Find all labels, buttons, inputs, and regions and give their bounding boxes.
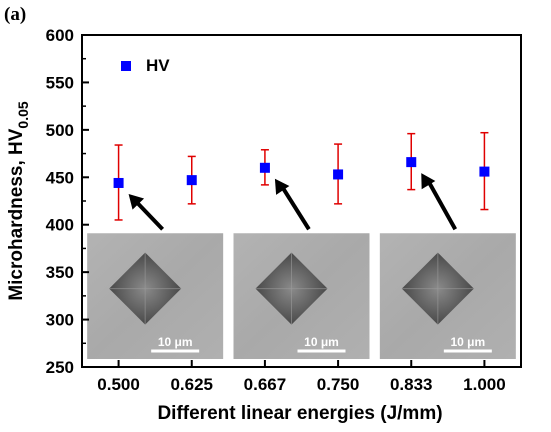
data-point	[113, 177, 124, 188]
data-point	[186, 175, 197, 186]
y-axis-ticks: 250 300 350 400 450 500 550 600	[46, 26, 89, 377]
x-tick-label: 0.625	[170, 375, 213, 394]
panel-label: (a)	[4, 4, 26, 25]
scale-bar	[443, 349, 492, 353]
legend-label: HV	[146, 56, 170, 75]
y-axis-label-subscript: 0.05	[15, 101, 31, 128]
arrow-head	[274, 178, 290, 195]
arrow-shaft	[425, 178, 457, 231]
y-tick-label: 300	[46, 311, 74, 330]
arrow-head	[421, 173, 436, 190]
x-tick-label: 1.000	[463, 375, 506, 394]
y-tick-label: 500	[46, 121, 74, 140]
scale-bar	[151, 349, 200, 353]
legend-marker	[121, 61, 131, 71]
arrow-shaft	[133, 198, 165, 231]
scale-bar-label: 10 μm	[450, 335, 485, 349]
y-tick-label: 350	[46, 263, 74, 282]
y-tick-label: 250	[46, 358, 74, 377]
scale-bar-label: 10 μm	[158, 335, 193, 349]
y-tick-label: 550	[46, 73, 74, 92]
arrow-head	[128, 193, 145, 210]
inset-images: 10 μm 10 μm 10 μm	[87, 233, 516, 359]
y-tick-label: 450	[46, 168, 74, 187]
legend: HV	[121, 56, 170, 75]
inset-micrograph: 10 μm	[379, 233, 516, 359]
data-point	[259, 162, 270, 173]
data-points	[113, 157, 490, 188]
inset-arrows	[128, 173, 457, 231]
x-axis-ticks: 0.500 0.625 0.667 0.750 0.833 1.000	[97, 360, 506, 394]
x-tick-label: 0.833	[390, 375, 433, 394]
scale-bar	[297, 349, 346, 353]
y-axis-label: Microhardness, HV0.05	[6, 101, 31, 301]
x-tick-label: 0.667	[244, 375, 287, 394]
x-tick-label: 0.500	[97, 375, 140, 394]
data-point	[406, 157, 417, 168]
inset-micrograph: 10 μm	[87, 233, 224, 359]
inset-micrograph: 10 μm	[233, 233, 370, 359]
data-point	[479, 166, 490, 177]
arrow-shaft	[279, 183, 311, 231]
x-tick-label: 0.750	[317, 375, 360, 394]
error-bars	[114, 131, 489, 221]
y-tick-label: 400	[46, 216, 74, 235]
x-axis-label: Different linear energies (J/mm)	[157, 403, 442, 424]
y-tick-label: 600	[46, 26, 74, 45]
scale-bar-label: 10 μm	[304, 335, 339, 349]
y-axis-label-main: Microhardness, HV	[6, 128, 27, 300]
data-point	[333, 169, 344, 180]
